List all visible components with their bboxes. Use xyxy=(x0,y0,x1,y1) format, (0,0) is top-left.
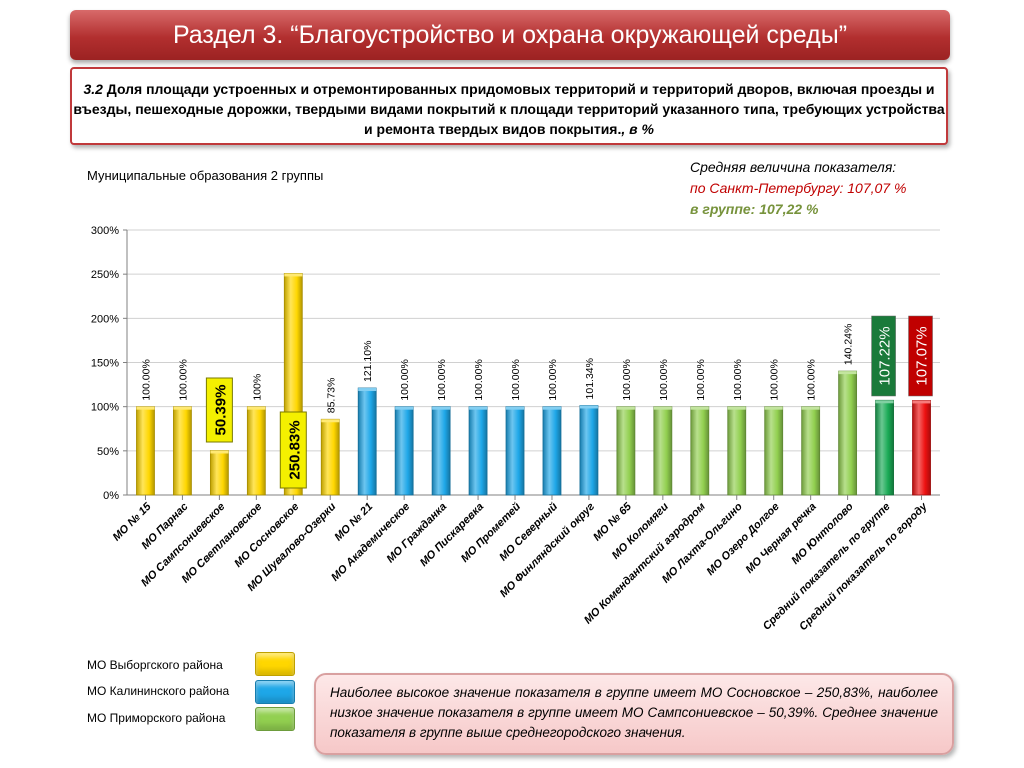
average-spb: по Санкт-Петербургу: 107,07 % xyxy=(690,180,907,196)
bar-cap xyxy=(690,406,709,410)
y-tick-label: 200% xyxy=(91,313,119,325)
average-label-box xyxy=(908,315,933,397)
highlight-label-box xyxy=(279,411,307,489)
highlight-label-box xyxy=(205,377,233,443)
bar xyxy=(801,406,821,496)
bar xyxy=(468,406,488,496)
category-label: МО Черная речка xyxy=(743,501,818,576)
bar xyxy=(320,418,340,496)
bar-cap xyxy=(173,406,192,410)
value-label: 85.73% xyxy=(325,378,337,414)
bar xyxy=(357,387,377,496)
legend-swatch-vyborg xyxy=(255,652,295,676)
value-label: 100.00% xyxy=(473,359,485,400)
bar xyxy=(653,406,673,496)
group-title: Муниципальные образования 2 группы xyxy=(87,168,324,183)
bar-chart: 0%50%100%150%200%250%300%100.00%МО № 151… xyxy=(91,225,940,633)
value-label: 101.34% xyxy=(584,358,596,399)
value-label: 107.07% xyxy=(914,326,931,385)
bar xyxy=(690,406,710,496)
value-label: 100.00% xyxy=(510,359,522,400)
bar-cap xyxy=(727,406,746,410)
bar-cap xyxy=(838,371,857,375)
value-label: 121.10% xyxy=(362,341,374,382)
value-label: 107.22% xyxy=(877,326,894,385)
bar-cap xyxy=(395,406,414,410)
bar xyxy=(209,450,229,496)
y-tick-label: 250% xyxy=(91,269,119,281)
bar xyxy=(764,406,784,496)
bar-cap xyxy=(912,400,931,404)
bar xyxy=(579,405,599,496)
y-tick-label: 50% xyxy=(97,446,119,458)
average-group: в группе: 107,22 % xyxy=(690,201,819,217)
indicator-number: 3.2 xyxy=(83,81,103,97)
bar xyxy=(246,406,266,496)
bar-cap xyxy=(542,406,561,410)
average-label-box xyxy=(871,315,896,397)
legend-swatch-kalinin xyxy=(255,680,295,704)
indicator-unit: , в % xyxy=(621,121,654,137)
conclusion-note: Наиболее высокое значение показателя в г… xyxy=(314,673,954,755)
bar-cap xyxy=(247,406,266,410)
bar xyxy=(542,406,562,496)
legend-swatch-primorsky xyxy=(255,707,295,731)
bar xyxy=(875,399,894,496)
value-label: 100.00% xyxy=(621,359,633,400)
value-label: 100.00% xyxy=(769,359,781,400)
value-label: 100.00% xyxy=(806,359,818,400)
value-label: 250.83% xyxy=(286,420,303,479)
value-label: 100.00% xyxy=(732,359,744,400)
value-label: 100.00% xyxy=(140,359,152,400)
bar-cap xyxy=(284,273,303,277)
bar-cap xyxy=(432,406,451,410)
value-label: 100.00% xyxy=(658,359,670,400)
indicator-description: 3.2 Доля площади устроенных и отремонтир… xyxy=(70,67,948,145)
y-tick-label: 0% xyxy=(103,490,119,502)
legend-label-primorsky: МО Приморского района xyxy=(87,711,226,725)
bar-cap xyxy=(875,400,894,404)
value-label: 100.00% xyxy=(436,359,448,400)
average-title: Средняя величина показателя: xyxy=(690,159,897,175)
bar-cap xyxy=(136,406,155,410)
value-label: 100% xyxy=(251,374,263,401)
value-label: 100.00% xyxy=(399,359,411,400)
value-label: 50.39% xyxy=(212,385,229,436)
y-tick-label: 100% xyxy=(91,402,119,414)
bar-cap xyxy=(210,450,229,454)
average-box: Средняя величина показателя: по Санкт-Пе… xyxy=(690,157,906,220)
legend-label-kalinin: МО Калининского района xyxy=(87,684,230,698)
bar-cap xyxy=(764,406,783,410)
y-tick-label: 300% xyxy=(91,225,119,237)
bar xyxy=(505,406,525,496)
bar-cap xyxy=(506,406,525,410)
bar xyxy=(912,400,931,496)
bar xyxy=(173,406,192,496)
bar-cap xyxy=(653,406,672,410)
bar-cap xyxy=(469,406,488,410)
bar xyxy=(838,370,858,496)
value-label: 140.24% xyxy=(843,324,855,365)
bar xyxy=(616,406,636,496)
value-label: 100.00% xyxy=(695,359,707,400)
bar-cap xyxy=(801,406,820,410)
category-label: МО Пискаревка xyxy=(418,501,486,569)
y-tick-label: 150% xyxy=(91,358,119,370)
bar-cap xyxy=(358,388,377,392)
bar-cap xyxy=(321,419,340,423)
page-title: Раздел 3. “Благоустройство и охрана окру… xyxy=(70,10,950,60)
value-label: 100.00% xyxy=(177,359,189,400)
bar xyxy=(727,406,747,496)
bar xyxy=(394,406,414,496)
legend-label-vyborg: МО Выборгского района xyxy=(87,658,223,672)
value-label: 100.00% xyxy=(547,359,559,400)
bar xyxy=(431,406,451,496)
category-label: МО Сосновское xyxy=(232,501,301,570)
bar-cap xyxy=(616,406,635,410)
bar-cap xyxy=(579,405,598,409)
category-label: МО Озеро Долгое xyxy=(704,501,781,578)
bar xyxy=(136,406,155,496)
indicator-text: Доля площади устроенных и отремонтирован… xyxy=(73,81,945,137)
